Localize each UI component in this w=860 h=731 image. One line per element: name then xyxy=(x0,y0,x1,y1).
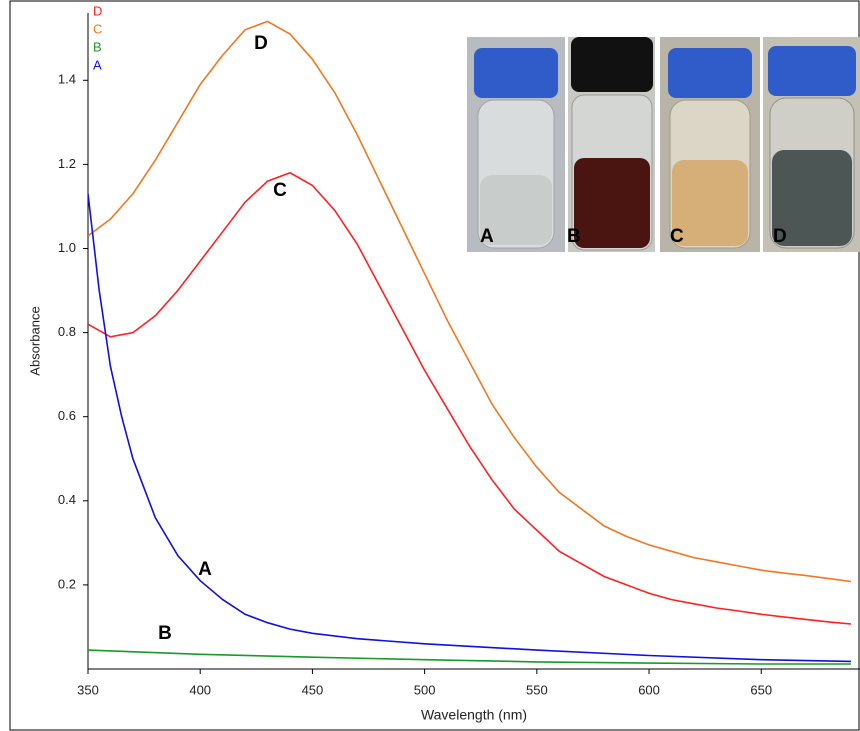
inset-label: A xyxy=(480,226,494,247)
y-tick-label: 1.0 xyxy=(58,240,76,255)
inset-photos xyxy=(467,37,860,252)
x-tick-label: 400 xyxy=(189,682,211,697)
legend-entry: D xyxy=(93,3,102,18)
x-tick-label: 650 xyxy=(750,682,772,697)
x-axis-label: Wavelength (nm) xyxy=(421,707,527,723)
legend-entry: A xyxy=(93,57,102,72)
frame xyxy=(9,0,860,731)
x-tick-label: 350 xyxy=(77,682,99,697)
inset-label: D xyxy=(773,226,787,247)
inset-label: B xyxy=(567,226,581,247)
legend-entry: B xyxy=(93,39,102,54)
x-tick-label: 500 xyxy=(414,682,436,697)
x-tick-label: 600 xyxy=(638,682,660,697)
y-tick-label: 1.4 xyxy=(58,72,76,87)
series-line xyxy=(88,171,852,625)
plot-lines xyxy=(88,20,852,665)
inset-label: C xyxy=(670,226,684,247)
series-line xyxy=(88,20,852,583)
series-line xyxy=(88,193,852,663)
series-line xyxy=(88,649,851,665)
y-tick-label: 1.2 xyxy=(58,156,76,171)
annotation: A xyxy=(198,559,212,580)
x-tick-label: 550 xyxy=(526,682,548,697)
legend-entry: C xyxy=(93,21,102,36)
y-tick-label: 0.4 xyxy=(58,492,76,507)
annotation: D xyxy=(254,33,268,54)
y-tick-label: 0.6 xyxy=(58,408,76,423)
y-tick-label: 0.8 xyxy=(58,324,76,339)
annotation: B xyxy=(158,623,172,644)
annotation: C xyxy=(273,180,287,201)
y-tick-label: 0.2 xyxy=(58,576,76,591)
x-tick-label: 450 xyxy=(302,682,324,697)
y-axis-label: Absorbance xyxy=(27,306,42,375)
